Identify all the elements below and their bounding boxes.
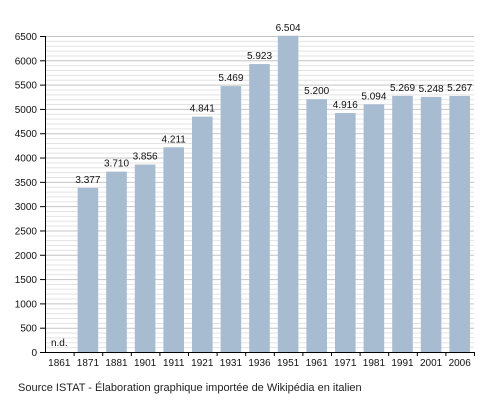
value-label-1971: 4.916 (333, 100, 358, 111)
y-tick-label: 6000 (15, 56, 38, 67)
y-tick-label: 3500 (15, 178, 38, 189)
bar-1921 (192, 116, 213, 352)
x-tick-label-1951: 1951 (277, 358, 300, 369)
bar-1961 (306, 99, 327, 352)
y-tick-label: 4000 (15, 154, 38, 165)
y-tick-label: 5500 (15, 81, 38, 92)
x-tick-label-2006: 2006 (449, 358, 472, 369)
x-tick-label-1991: 1991 (391, 358, 414, 369)
bar-1936 (249, 64, 270, 352)
x-tick-label-1971: 1971 (334, 358, 357, 369)
bar-2006 (449, 95, 470, 352)
x-tick-label-2001: 2001 (420, 358, 443, 369)
bars: n.d. 3.377 3.710 3.856 4.211 4.841 5.469 5.923 6… (51, 23, 473, 353)
x-tick-label-1961: 1961 (306, 358, 329, 369)
bar-1931 (220, 86, 242, 352)
bar-1881 (106, 171, 127, 352)
x-axis: 1861 1871 1881 1901 1911 1921 1931 1936 1951 1961… (45, 352, 475, 369)
bar-1971 (335, 113, 356, 352)
x-tick-label-1921: 1921 (191, 358, 214, 369)
bar-1981 (363, 104, 385, 352)
bar-1901 (134, 164, 156, 352)
y-tick-label: 2500 (15, 226, 38, 237)
x-tick-label-1901: 1901 (134, 358, 157, 369)
x-tick-label-1871: 1871 (77, 358, 100, 369)
value-label-1921: 4.841 (190, 104, 215, 115)
value-label-1951: 6.504 (276, 23, 301, 34)
x-tick-label-1931: 1931 (220, 358, 243, 369)
value-label-1981: 5.094 (361, 91, 386, 102)
y-axis: 0 500 1000 1500 2000 2500 3000 3500 4000 4500 5000… (15, 32, 46, 359)
bar-chart: 0 500 1000 1500 2000 2500 3000 3500 4000 4500 5000… (15, 23, 475, 369)
y-tick-label: 0 (31, 348, 37, 359)
y-tick-label: 5000 (15, 105, 38, 116)
bar-1871 (77, 187, 99, 352)
value-label-1871: 3.377 (75, 175, 100, 186)
value-label-1991: 5.269 (390, 83, 415, 94)
value-label-1881: 3.710 (104, 159, 129, 170)
bar-1951 (277, 35, 299, 352)
source-caption: Source ISTAT - Élaboration graphique imp… (18, 382, 362, 394)
y-tick-label: 4500 (15, 129, 38, 140)
y-tick-label: 2000 (15, 251, 38, 262)
bar-1991 (392, 95, 413, 353)
y-tick-label: 3000 (15, 202, 38, 213)
value-label-1936: 5.923 (247, 51, 272, 62)
value-label-2001: 5.248 (419, 84, 444, 95)
x-tick-label-1861: 1861 (48, 358, 71, 369)
value-label-1931: 5.469 (218, 73, 243, 84)
y-tick-label: 500 (20, 324, 37, 335)
x-tick-label-1981: 1981 (363, 358, 386, 369)
y-tick-label: 6500 (15, 32, 38, 43)
x-tick-label-1911: 1911 (163, 358, 185, 369)
value-label-1861: n.d. (51, 338, 68, 349)
value-label-1911: 4.211 (162, 134, 187, 145)
value-label-1901: 3.856 (133, 152, 158, 163)
bar-2001 (420, 96, 442, 353)
bar-1911 (163, 147, 184, 352)
x-tick-label-1936: 1936 (248, 358, 271, 369)
value-label-2006: 5.267 (447, 83, 472, 94)
y-tick-label: 1500 (15, 275, 38, 286)
x-tick-label-1881: 1881 (105, 358, 128, 369)
y-tick-label: 1000 (15, 299, 38, 310)
value-label-1961: 5.200 (304, 86, 329, 97)
